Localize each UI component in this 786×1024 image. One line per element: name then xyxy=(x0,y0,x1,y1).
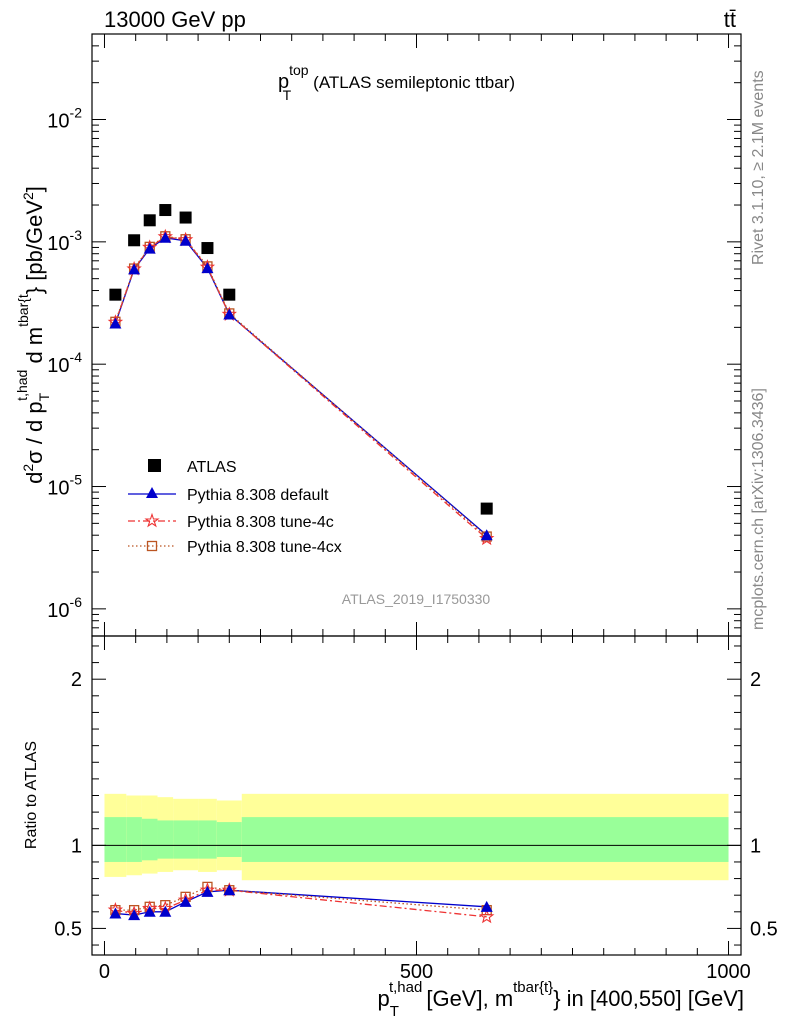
main-y-tick-label: 10-2 xyxy=(47,105,82,133)
ratio-band-green xyxy=(104,817,127,862)
ratio-band-green xyxy=(157,820,174,859)
xlabel-sup: t,had xyxy=(389,979,422,996)
ratio-band-green xyxy=(216,822,242,857)
main-y-tick-label: 10-3 xyxy=(47,227,82,255)
legend-tune4c-marker xyxy=(144,512,160,528)
ratio-band-green xyxy=(241,817,729,862)
main-point-tune4c xyxy=(479,530,495,546)
ratio-band-green xyxy=(173,820,199,859)
main-point-atlas xyxy=(109,288,122,301)
main-point-default xyxy=(109,317,122,329)
ratio-point-default xyxy=(143,905,156,917)
ratio-point-default xyxy=(128,909,141,921)
main-point-atlas xyxy=(201,242,214,255)
legend-tune4cx-marker xyxy=(146,540,158,552)
ratio-point-default xyxy=(179,895,192,907)
main-y-tick-label: 10-4 xyxy=(47,349,82,377)
main-panel: 10-6 10-5 10-4 10-3 10-2 ptop T (ATLAS semilep… xyxy=(14,33,742,637)
x-axis-label: pTt,had [GeV], mtbar{t}} in [400,550] [Ge… xyxy=(378,979,744,1020)
ratio-y-tick-label-right: 0.5 xyxy=(750,918,778,940)
ratio-point-default xyxy=(201,885,214,897)
xlabel-p: p xyxy=(378,986,390,1011)
legend-default-marker xyxy=(146,487,158,498)
ratio-panel: 0.5 0.5 1 1 2 2 0 500 1000 Ratio to ATLAS pTt,h… xyxy=(23,635,778,1020)
rivet-label: Rivet 3.1.10, ≥ 2.1M events xyxy=(750,70,767,265)
ratio-y-tick-label-right: 2 xyxy=(750,669,761,691)
main-point-atlas xyxy=(179,211,192,224)
ratio-y-tick-label-left: 0.5 xyxy=(54,918,82,940)
main-line-tune4cx xyxy=(114,235,488,538)
main-point-default xyxy=(159,231,172,243)
main-point-default xyxy=(223,308,236,320)
main-point-default xyxy=(143,242,156,254)
main-point-atlas xyxy=(223,288,236,301)
ratio-band-green xyxy=(198,820,217,859)
energy-label: 13000 GeV pp xyxy=(104,7,246,32)
main-y-tick-label: 10-6 xyxy=(47,594,82,622)
main-point-default xyxy=(480,529,493,541)
main-point-atlas xyxy=(143,214,156,227)
x-tick-label: 500 xyxy=(400,961,433,983)
ratio-point-tune4c xyxy=(478,908,495,924)
x-tick-labels: 0 500 1000 xyxy=(99,961,751,983)
ratio-axis-ticks xyxy=(92,636,741,955)
x-tick-label: 0 xyxy=(99,961,110,983)
main-point-atlas xyxy=(159,204,172,217)
main-y-tick-labels: 10-6 10-5 10-4 10-3 10-2 xyxy=(47,105,82,622)
ratio-y-tick-label-left: 1 xyxy=(71,835,82,857)
legend-tune4cx-label: Pythia 8.308 tune-4cx xyxy=(187,539,342,556)
legend-atlas-label: ATLAS xyxy=(187,459,237,476)
title-superscript: top xyxy=(289,62,309,78)
ratio-point-default xyxy=(223,884,236,896)
ratio-point-default xyxy=(480,900,493,912)
mcplots-label: mcplots.cern.ch [arXiv:1306.3436] xyxy=(750,388,767,630)
legend-atlas-marker xyxy=(148,459,161,472)
ratio-point-default xyxy=(159,905,172,917)
process-label: tt̄ xyxy=(724,7,736,32)
ratio-y-tick-label-right: 1 xyxy=(750,835,761,857)
xlabel-sub: T xyxy=(390,1003,399,1020)
main-y-axis-label: d2σ / d pTt,had d mtbar{t} [pb/GeV2] xyxy=(14,186,52,484)
main-series-layer xyxy=(107,204,495,546)
main-point-atlas xyxy=(128,234,141,247)
legend: ATLAS Pythia 8.308 default Pythia 8.308 … xyxy=(128,459,342,556)
main-point-default xyxy=(179,234,192,246)
xlabel-sup2: tbar{t} xyxy=(513,979,553,996)
analysis-watermark: ATLAS_2019_I1750330 xyxy=(342,591,491,607)
title-rest: (ATLAS semileptonic ttbar) xyxy=(313,73,515,92)
xlabel-mid: [GeV], m xyxy=(426,986,513,1011)
main-point-default xyxy=(201,262,214,274)
ratio-line-tune4cx xyxy=(115,886,487,911)
main-y-label-text: d2σ / d pTt,had d mtbar{t} [pb/GeV2] xyxy=(14,186,52,484)
legend-tune4c-label: Pythia 8.308 tune-4c xyxy=(187,514,334,531)
ratio-uncertainty-bands xyxy=(104,793,729,881)
ratio-point-default xyxy=(109,907,122,919)
main-y-tick-label: 10-5 xyxy=(47,472,82,500)
ratio-series-layer xyxy=(107,881,495,924)
main-point-default xyxy=(128,263,141,275)
ratio-y-label: Ratio to ATLAS xyxy=(23,741,40,849)
plot-title: ptop T (ATLAS semileptonic ttbar) xyxy=(278,62,515,103)
title-subscript: T xyxy=(283,87,292,103)
ratio-band-green xyxy=(126,817,142,862)
ratio-band-green xyxy=(141,818,158,861)
main-axis-ticks xyxy=(92,33,741,637)
ratio-y-tick-labels: 0.5 0.5 1 1 2 2 xyxy=(54,669,778,940)
legend-default-label: Pythia 8.308 default xyxy=(187,487,329,504)
xlabel-end: } in [400,550] [GeV] xyxy=(553,986,744,1011)
title-p: p xyxy=(278,71,289,93)
ratio-y-tick-label-left: 2 xyxy=(71,669,82,691)
x-tick-label: 1000 xyxy=(706,961,751,983)
main-point-atlas xyxy=(480,502,493,515)
